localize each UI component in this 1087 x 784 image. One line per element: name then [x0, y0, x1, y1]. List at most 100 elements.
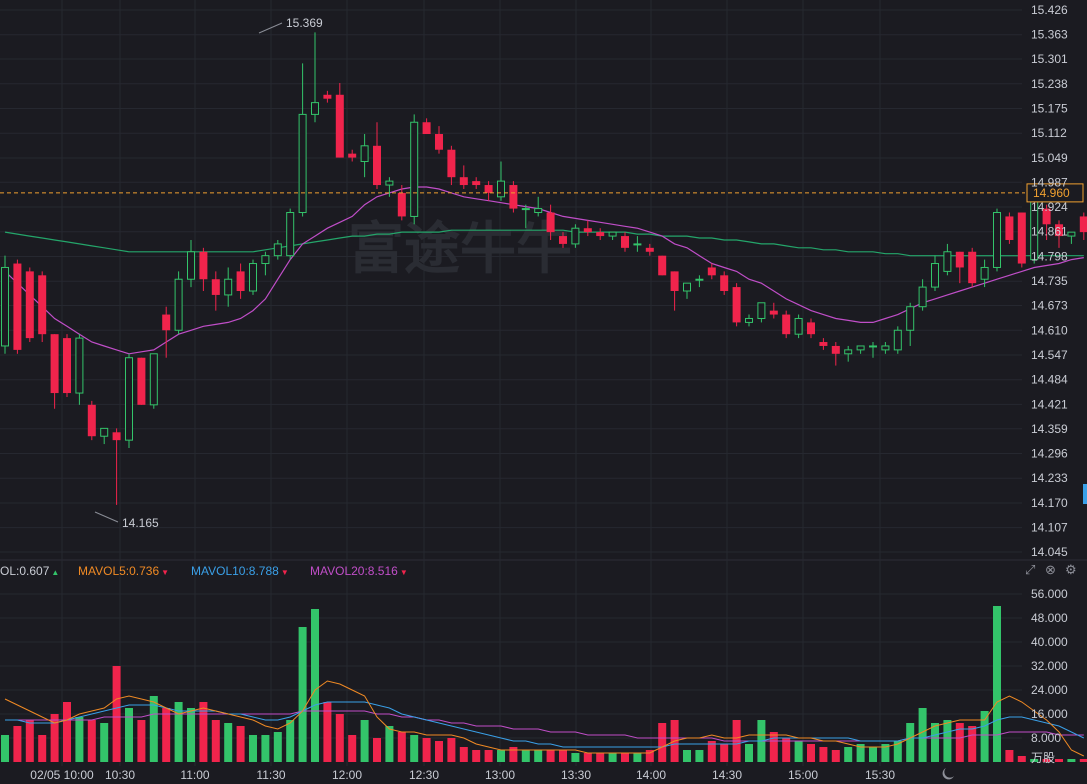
candle-body-down [38, 275, 47, 335]
candle-body-down [720, 275, 729, 292]
price-tick-label: 14.296 [1031, 446, 1068, 460]
volume-bar [298, 627, 307, 762]
volume-bar [1055, 759, 1063, 762]
candle-body-down [782, 314, 791, 335]
volume-bar [236, 726, 245, 762]
candle-body-up [881, 345, 890, 351]
time-tick-label: 11:00 [180, 768, 209, 782]
time-tick-label: 11:30 [256, 768, 285, 782]
candle-body-down [373, 145, 381, 186]
volume-bar [1005, 750, 1014, 762]
volume-bar [348, 735, 357, 762]
scroll-marker [1083, 484, 1087, 504]
candle-body-down [236, 271, 245, 292]
price-annotations: 15.369 14.165 [94, 16, 323, 530]
candle-body-down [162, 314, 171, 331]
volume-bar [1030, 759, 1039, 762]
candle-body-up [993, 212, 1001, 268]
high-price-label: 15.369 [286, 16, 323, 30]
candle-body-up [695, 278, 704, 281]
candle-body-down [1005, 216, 1014, 240]
time-tick-label: 02/05 10:00 [30, 768, 94, 782]
volume-bar [211, 720, 220, 762]
volume-bar [447, 738, 456, 762]
candle-body-up [385, 180, 394, 186]
candle-body-down [435, 134, 443, 150]
candle-body-up [856, 345, 865, 351]
volume-bar [1017, 756, 1026, 762]
candle-body-down [472, 181, 481, 186]
volume-bar [782, 738, 791, 762]
candle-body-up [249, 263, 257, 292]
price-tick-label: 14.421 [1031, 397, 1068, 411]
candle-body-up [286, 212, 295, 257]
price-y-axis: 15.426 15.363 15.301 15.238 15.175 15.112 15.0… [1031, 3, 1087, 559]
gear-icon[interactable]: ⚙ [1065, 562, 1077, 577]
price-tick-label: 15.049 [1031, 151, 1068, 165]
volume-bar [794, 741, 803, 762]
candle-body-up [224, 278, 233, 296]
candle-body-down [645, 247, 654, 252]
high-annotation-leader [258, 22, 283, 34]
candle-body-down [968, 251, 977, 284]
price-tick-label: 14.610 [1031, 323, 1068, 337]
time-tick-label: 14:30 [712, 768, 742, 782]
candle-body-up [360, 145, 369, 162]
time-tick-label: 13:00 [485, 768, 515, 782]
volume-bar [509, 747, 518, 762]
candle-body-down [955, 251, 964, 268]
volume-tick-label: 8.000 [1031, 731, 1061, 745]
volume-bar [621, 753, 629, 762]
time-tick-label: 13:30 [561, 768, 591, 782]
volume-bar [645, 750, 654, 762]
close-icon[interactable]: ⊗ [1045, 562, 1056, 577]
grid-lines [0, 0, 1087, 766]
volume-bar [831, 750, 840, 762]
candle-body-down [596, 232, 605, 237]
time-tick-label: 12:00 [332, 768, 362, 782]
price-tick-label: 14.547 [1031, 348, 1068, 362]
volume-bar [658, 723, 667, 762]
volume-bar [311, 609, 319, 762]
price-tick-label: 15.175 [1031, 102, 1068, 116]
candle-body-up [683, 282, 691, 292]
volume-bar [881, 744, 890, 762]
volume-tick-label: 48.000 [1031, 611, 1068, 625]
candle-body-up [794, 317, 803, 335]
candle-body-up [125, 357, 133, 441]
volume-bar [25, 720, 34, 762]
candle-body-up [497, 180, 505, 198]
time-x-axis: 02/05 10:00 10:30 11:00 11:30 12:00 12:30 13:0… [30, 768, 954, 782]
volume-bar [906, 723, 915, 762]
volume-bar [125, 708, 133, 762]
volume-bar [596, 753, 605, 762]
down-triangle-icon: ▼ [399, 568, 408, 577]
time-tick-label: 15:30 [865, 768, 895, 782]
candle-body-down [1017, 212, 1026, 264]
candle-body-up [757, 302, 766, 319]
price-tick-label: 14.045 [1031, 545, 1068, 559]
time-tick-label: 12:30 [409, 768, 439, 782]
volume-bar [75, 717, 84, 762]
down-triangle-icon: ▼ [280, 568, 289, 577]
volume-bar [980, 711, 989, 762]
volume-tick-label: 32.000 [1031, 659, 1068, 673]
candles-layer [1, 32, 1087, 505]
volume-bar [137, 720, 146, 762]
volume-tick-label: 24.000 [1031, 683, 1068, 697]
volume-bar [286, 720, 295, 762]
volume-bar [683, 750, 691, 762]
volume-bar [38, 735, 47, 762]
expand-icon[interactable]: ⤢ [1025, 562, 1036, 577]
volume-bar [769, 732, 778, 762]
volume-bar [335, 714, 344, 762]
volume-bar [435, 741, 443, 762]
volume-bar [993, 606, 1001, 762]
price-tick-label: 14.924 [1031, 200, 1068, 214]
volume-bar [1067, 759, 1076, 762]
watermark-text: 富途牛牛 [348, 217, 572, 282]
up-triangle-icon: ▲ [51, 568, 60, 577]
volume-bar [484, 750, 493, 762]
mavol20-indicator: MAVOL20:8.516 ▼ [310, 564, 408, 578]
